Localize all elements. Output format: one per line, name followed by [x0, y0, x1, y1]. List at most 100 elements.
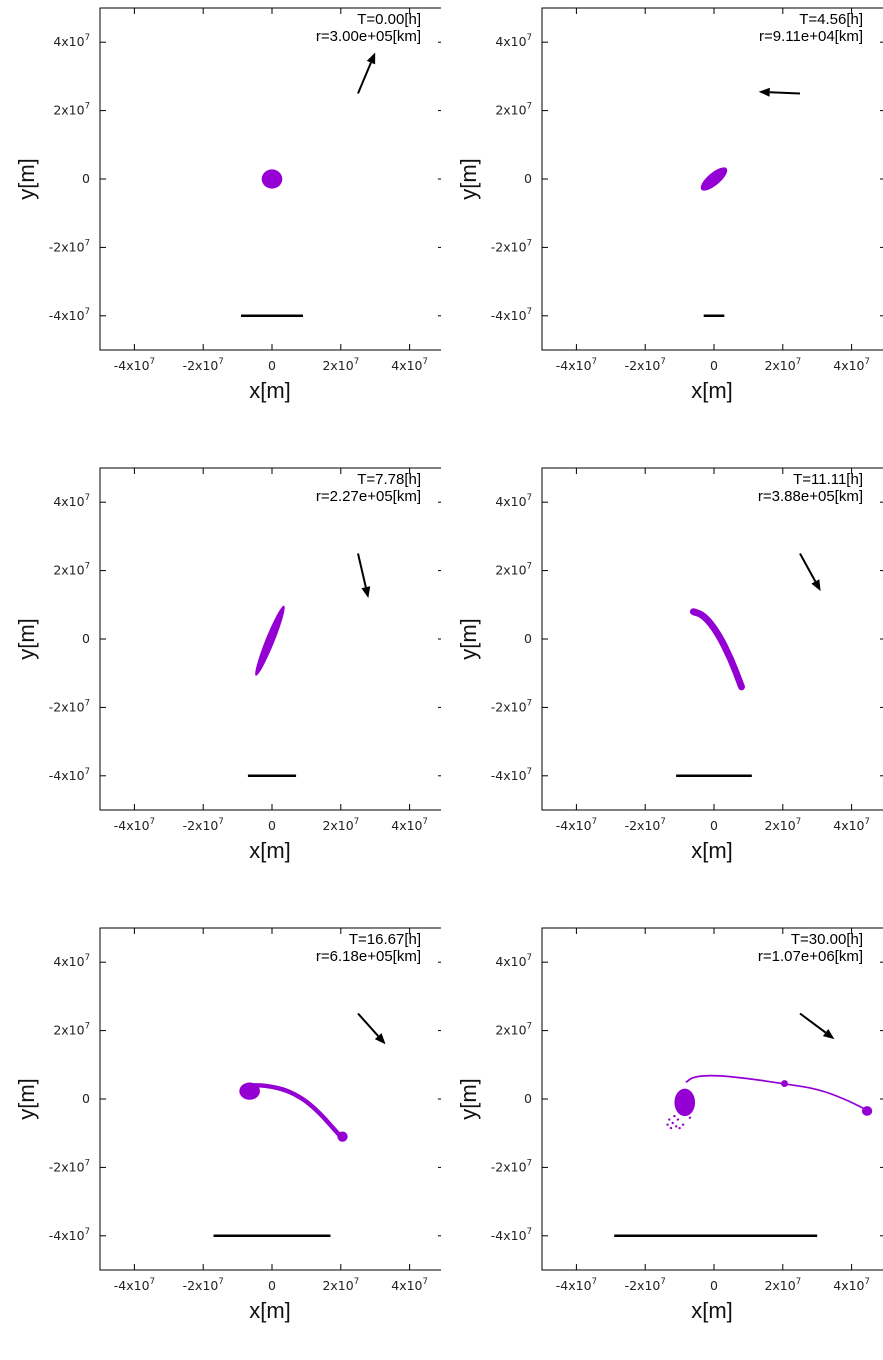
particle-blob [337, 1131, 348, 1142]
x-tick-label: 4x107 [833, 357, 870, 373]
y-tick-label: -2x107 [49, 1158, 90, 1174]
y-axis-label: y[m] [14, 618, 39, 660]
y-axis-label: y[m] [14, 1078, 39, 1120]
y-tick-label: -4x107 [491, 767, 532, 783]
plot-frame [541, 467, 883, 811]
particle-blob [861, 1106, 873, 1116]
particle-blob [255, 605, 285, 676]
y-tick-label: 4x107 [495, 33, 532, 49]
velocity-arrow-head [758, 87, 770, 97]
plot-frame [99, 927, 441, 1271]
velocity-arrow [357, 1012, 379, 1037]
x-tick-label: 0 [268, 818, 276, 833]
velocity-arrow-head [822, 1028, 835, 1040]
x-tick-label: -2x107 [183, 357, 224, 373]
chart-panel-5: -4x107 -2x107 0 2x107 4x107 -4x107 -2x107 0 2x10… [0, 920, 441, 1360]
y-axis-label: y[m] [14, 158, 39, 200]
x-axis-label: x[m] [249, 838, 291, 863]
velocity-arrow-head [811, 579, 821, 592]
y-tick-label: 0 [524, 171, 532, 186]
debris-particle [668, 1118, 671, 1121]
x-tick-label: -2x107 [625, 817, 666, 833]
debris-particle [674, 1125, 678, 1128]
y-tick-label: 4x107 [495, 953, 532, 969]
x-tick-label: -2x107 [183, 817, 224, 833]
x-tick-label: -4x107 [114, 357, 155, 373]
x-tick-label: 0 [710, 1278, 718, 1293]
chart-svg: -4x107 -2x107 0 2x107 4x107 -4x107 -2x107 0 2x10… [14, 467, 441, 863]
y-tick-label: -4x107 [49, 767, 90, 783]
y-tick-label: 2x107 [495, 562, 532, 578]
velocity-arrow [769, 91, 801, 95]
distance-annotation: r=2.27e+05[km] [316, 488, 421, 505]
velocity-arrow [357, 62, 372, 94]
x-tick-label: 0 [710, 818, 718, 833]
y-tick-label: 2x107 [495, 102, 532, 118]
x-tick-label: -2x107 [625, 357, 666, 373]
time-annotation: T=30.00[h] [791, 931, 863, 948]
x-tick-label: -2x107 [183, 1277, 224, 1293]
velocity-arrow [799, 553, 817, 582]
x-axis-label: x[m] [249, 378, 291, 403]
debris-particle [678, 1126, 681, 1130]
x-tick-label: -4x107 [556, 357, 597, 373]
y-tick-label: -2x107 [491, 1158, 532, 1174]
velocity-arrow [799, 1012, 827, 1034]
time-annotation: T=11.11[h] [793, 471, 863, 488]
x-tick-label: 0 [268, 358, 276, 373]
time-annotation: T=4.56[h] [799, 11, 863, 28]
y-tick-label: -4x107 [491, 1227, 532, 1243]
time-annotation: T=7.78[h] [357, 471, 421, 488]
y-tick-label: 0 [524, 631, 532, 646]
particle-stream [685, 1074, 867, 1111]
x-axis-label: x[m] [691, 378, 733, 403]
particle-blob [700, 167, 728, 191]
chart-svg: -4x107 -2x107 0 2x107 4x107 -4x107 -2x107 0 2x10… [456, 927, 883, 1323]
y-tick-label: 0 [82, 171, 90, 186]
chart-panel-1: -4x107 -2x107 0 2x107 4x107 -4x107 -2x107 0 2x10… [0, 0, 441, 440]
particle-blob [690, 608, 700, 616]
x-axis-label: x[m] [249, 1298, 291, 1323]
y-axis-label: y[m] [456, 158, 481, 200]
x-tick-label: -4x107 [114, 817, 155, 833]
distance-annotation: r=3.00e+05[km] [316, 28, 421, 45]
plot-frame [541, 927, 883, 1271]
y-tick-label: 2x107 [53, 1022, 90, 1038]
x-tick-label: 2x107 [322, 1277, 359, 1293]
x-tick-label: 2x107 [322, 357, 359, 373]
debris-particle [676, 1118, 680, 1121]
particle-blob [261, 169, 283, 189]
chart-svg: -4x107 -2x107 0 2x107 4x107 -4x107 -2x107 0 2x10… [14, 927, 441, 1323]
x-axis-label: x[m] [691, 838, 733, 863]
y-tick-label: 4x107 [495, 493, 532, 509]
x-tick-label: 4x107 [391, 357, 428, 373]
x-tick-label: -4x107 [556, 1277, 597, 1293]
x-tick-label: 2x107 [764, 357, 801, 373]
y-tick-label: -4x107 [49, 307, 90, 323]
y-tick-label: 2x107 [53, 102, 90, 118]
distance-annotation: r=1.07e+06[km] [758, 948, 863, 965]
debris-particle [688, 1116, 692, 1120]
particle-blob [781, 1080, 788, 1088]
y-tick-label: -2x107 [49, 698, 90, 714]
chart-panel-2: -4x107 -2x107 0 2x107 4x107 -4x107 -2x107 0 2x10… [442, 0, 883, 440]
x-tick-label: 0 [710, 358, 718, 373]
chart-panel-3: -4x107 -2x107 0 2x107 4x107 -4x107 -2x107 0 2x10… [0, 460, 441, 900]
y-tick-label: 4x107 [53, 493, 90, 509]
time-annotation: T=0.00[h] [357, 11, 421, 28]
x-tick-label: 4x107 [833, 817, 870, 833]
y-tick-label: 2x107 [53, 562, 90, 578]
x-tick-label: 4x107 [391, 1277, 428, 1293]
debris-particle [673, 1114, 676, 1118]
x-tick-label: -4x107 [556, 817, 597, 833]
velocity-arrow-head [361, 586, 371, 598]
x-tick-label: -2x107 [625, 1277, 666, 1293]
y-tick-label: -2x107 [491, 238, 532, 254]
y-tick-label: -4x107 [49, 1227, 90, 1243]
particle-stream [689, 608, 745, 691]
chart-panel-6: -4x107 -2x107 0 2x107 4x107 -4x107 -2x107 0 2x10… [442, 920, 883, 1360]
y-tick-label: 4x107 [53, 33, 90, 49]
y-axis-label: y[m] [456, 618, 481, 660]
chart-svg: -4x107 -2x107 0 2x107 4x107 -4x107 -2x107 0 2x10… [14, 7, 441, 403]
particle-blob [674, 1088, 696, 1117]
